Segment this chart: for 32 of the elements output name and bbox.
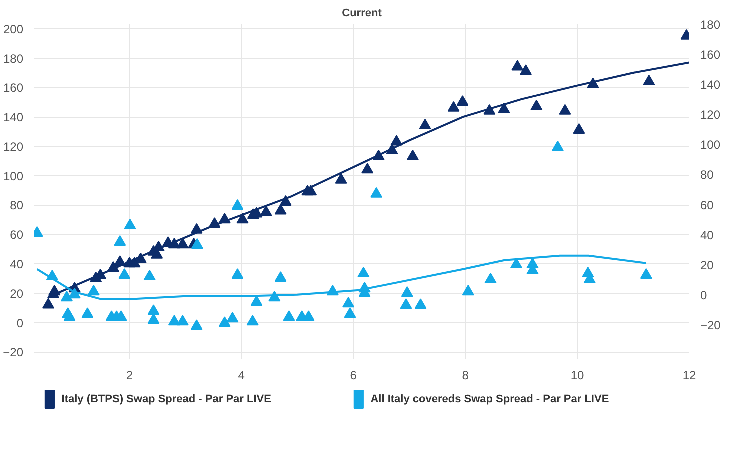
y-tick-label: −20	[3, 346, 24, 360]
x-tick-label: 10	[570, 368, 585, 382]
y2-tick-label: 0	[700, 288, 708, 302]
y2-tick-label: 20	[700, 258, 714, 272]
chart-title: Current	[342, 8, 382, 20]
y2-tick-label: 80	[700, 168, 714, 182]
x-tick-label: 4	[238, 368, 246, 382]
legend-label: Italy (BTPS) Swap Spread - Par Par LIVE	[62, 394, 272, 406]
x-tick-label: 2	[126, 368, 134, 382]
y-tick-label: 20	[10, 286, 24, 301]
y2-tick-label: 160	[700, 48, 721, 62]
x-tick-label: 8	[462, 368, 470, 382]
y2-tick-label: 180	[700, 18, 721, 32]
y-tick-label: 200	[3, 22, 24, 36]
y-tick-label: 120	[3, 140, 24, 154]
y-tick-label: 180	[3, 52, 24, 66]
x-tick-label: 6	[350, 368, 358, 382]
y-tick-label: 140	[3, 110, 24, 125]
y2-tick-label: 120	[700, 108, 721, 122]
x-tick-label: 12	[682, 368, 696, 382]
y-tick-label: 60	[10, 228, 24, 242]
y2-tick-label: 100	[700, 138, 721, 152]
y2-tick-label: 140	[700, 78, 721, 92]
y-tick-label: 100	[3, 169, 24, 184]
y-tick-label: 160	[3, 81, 24, 96]
y-tick-label: 0	[16, 316, 24, 330]
y-tick-label: 40	[10, 257, 24, 272]
y-tick-label: 80	[10, 198, 24, 213]
y2-tick-label: 60	[700, 198, 714, 212]
y2-tick-label: −20	[700, 318, 722, 332]
y2-tick-label: 40	[700, 228, 714, 242]
legend-label: All Italy covereds Swap Spread - Par Par LIVE	[370, 394, 610, 406]
